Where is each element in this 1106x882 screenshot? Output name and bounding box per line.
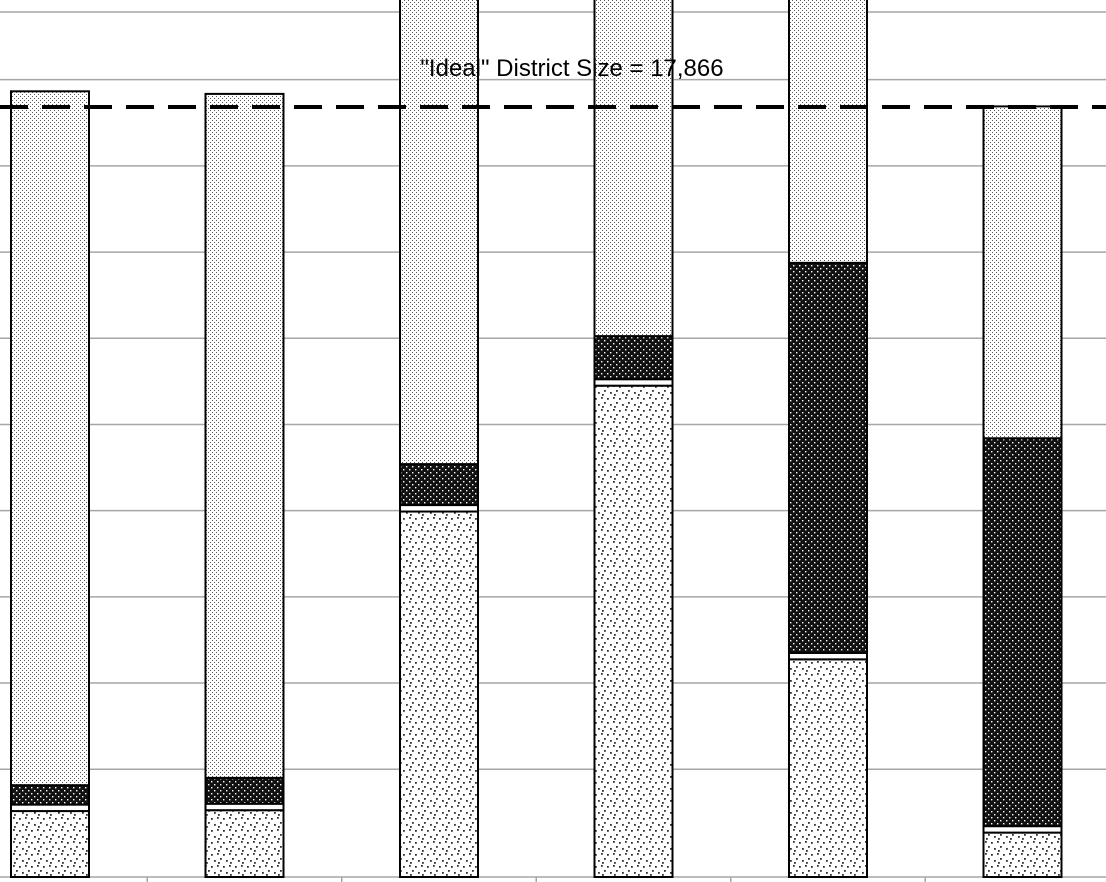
bar-stack — [399, 0, 479, 878]
bar-stack — [788, 0, 868, 878]
x-axis — [0, 876, 1106, 882]
bar-segment — [10, 810, 90, 878]
gridlines — [0, 78, 1106, 771]
bar-stack — [593, 0, 674, 878]
bar-segment — [399, 0, 479, 466]
bar-segment — [204, 92, 285, 779]
bar-segment — [593, 384, 674, 878]
bar-segment — [982, 831, 1063, 878]
bar-segment — [399, 510, 479, 878]
bar-segment — [593, 335, 674, 381]
bar-segment — [593, 0, 674, 338]
ideal-size-label: "Ideal" District Size = 17,866 — [420, 55, 723, 82]
bar-stack — [10, 90, 90, 878]
bar-segment — [10, 90, 90, 787]
bar-segment — [788, 658, 868, 878]
bar-segment — [10, 784, 90, 806]
bar-segment — [204, 809, 285, 879]
bar-segment — [982, 105, 1063, 440]
bars — [10, 0, 1063, 879]
bar-stack — [982, 105, 1063, 878]
bar-segment — [204, 776, 285, 805]
bar-segment — [788, 261, 868, 654]
bar-segment — [982, 437, 1063, 828]
bar-segment — [788, 0, 868, 264]
bar-stack — [204, 92, 285, 879]
bar-segment — [399, 463, 479, 507]
